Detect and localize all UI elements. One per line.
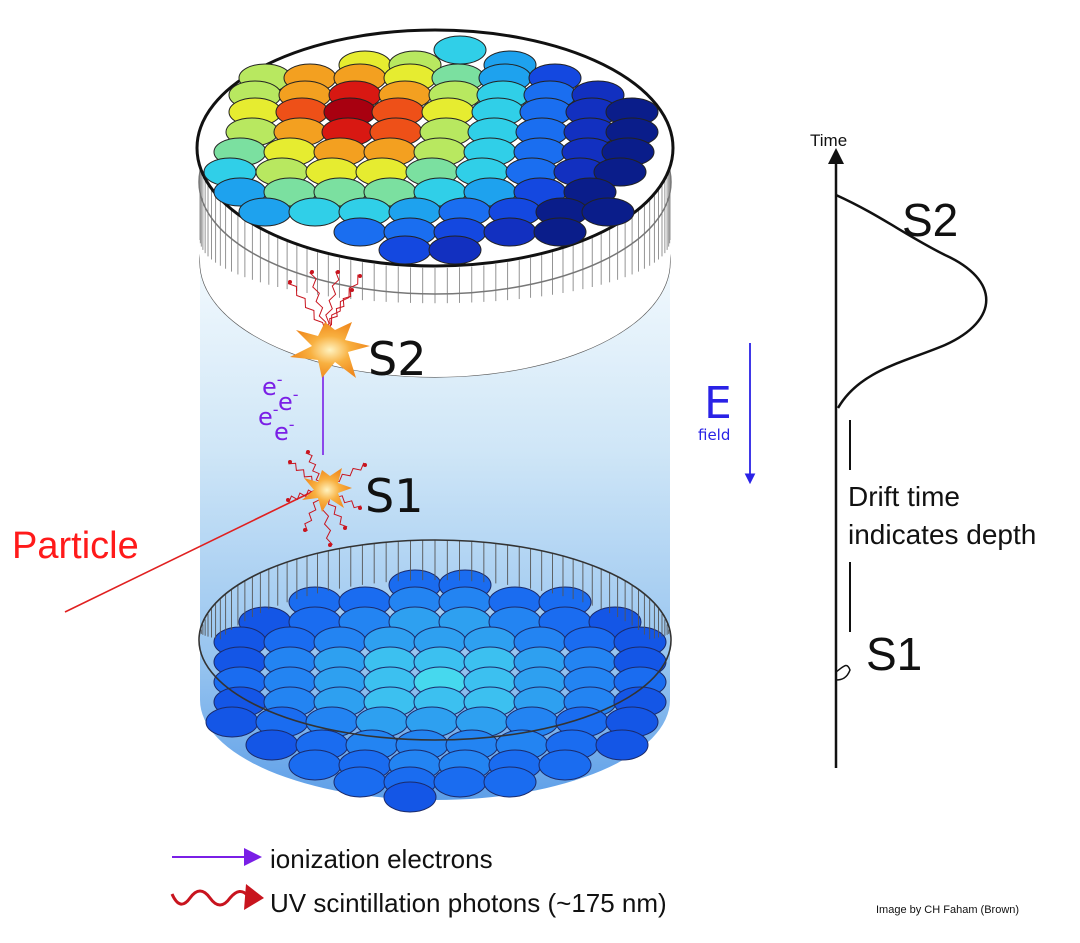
drift-time-line1: Drift time xyxy=(848,481,960,512)
top-pmt-array xyxy=(203,35,659,265)
legend-photon-arrowhead xyxy=(244,884,264,910)
image-credit: Image by CH Faham (Brown) xyxy=(876,904,1019,916)
legend-electrons-label: ionization electrons xyxy=(270,844,493,874)
s1-pulse xyxy=(835,664,851,681)
timeline-s1-label: S1 xyxy=(866,628,922,680)
s2-flash xyxy=(290,322,370,378)
efield-subscript: field xyxy=(698,426,730,444)
particle-label: Particle xyxy=(12,525,139,567)
svg-text:e-: e- xyxy=(262,370,283,401)
s2-label: S2 xyxy=(368,332,426,386)
particle-track xyxy=(64,486,324,613)
svg-text:e-: e- xyxy=(278,385,299,416)
time-axis-arrowhead xyxy=(828,148,844,164)
efield-symbol: E xyxy=(704,378,732,429)
bottom-pmt-array xyxy=(205,569,667,813)
s1-flash xyxy=(302,468,352,512)
s1-label: S1 xyxy=(365,469,423,523)
s2-pulse xyxy=(835,193,988,409)
timeline-s2-label: S2 xyxy=(902,194,958,246)
electron-labels: e- e- e- e- xyxy=(258,370,299,446)
drift-time-line2: indicates depth xyxy=(848,519,1036,550)
bottom-grid-mesh xyxy=(198,539,672,741)
legend-photon-wiggle xyxy=(170,889,250,907)
time-axis-label: Time xyxy=(810,131,847,150)
legend-electron-arrowhead xyxy=(244,848,262,866)
legend-photons-label: UV scintillation photons (~175 nm) xyxy=(270,888,667,918)
svg-text:e-: e- xyxy=(258,400,279,431)
svg-text:e-: e- xyxy=(274,415,295,446)
